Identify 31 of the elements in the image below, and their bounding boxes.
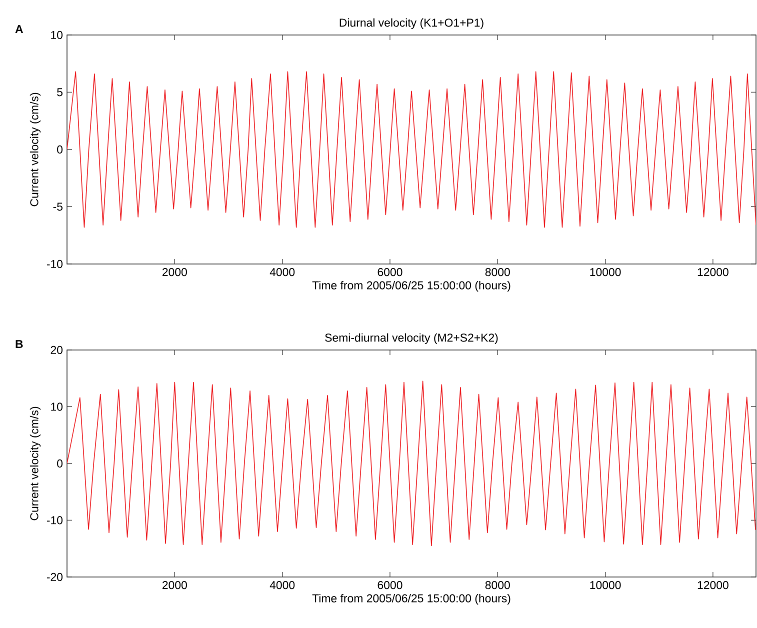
- x-tick-label: 6000: [378, 268, 402, 276]
- x-tick-label: 12000: [698, 268, 728, 276]
- x-axis-title: Time from 2005/06/25 15:00:00 (hours): [312, 594, 510, 605]
- x-tick-label: 2000: [162, 581, 187, 590]
- y-tick-label: -10: [46, 260, 63, 268]
- y-tick-label: -10: [46, 516, 63, 524]
- x-tick-label: 6000: [378, 581, 402, 590]
- x-axis-title: Time from 2005/06/25 15:00:00 (hours): [312, 280, 510, 292]
- x-tick-label: 4000: [270, 268, 295, 276]
- y-tick-label: 0: [57, 145, 63, 154]
- x-tick-label: 10000: [590, 268, 621, 276]
- y-tick-label: 10: [51, 30, 63, 40]
- y-tick-label: 20: [50, 346, 63, 354]
- y-axis-title: Current velocity (cm/s): [30, 92, 41, 206]
- x-tick-label: 4000: [270, 581, 295, 590]
- x-tick-label: 8000: [485, 268, 510, 276]
- y-tick-label: 0: [57, 459, 63, 468]
- chart-title: Diurnal velocity (K1+O1+P1): [340, 18, 484, 29]
- x-tick-label: 12000: [698, 581, 728, 590]
- y-axis-title: Current velocity (cm/s): [30, 406, 41, 520]
- y-tick-label: 5: [57, 88, 63, 96]
- y-tick-label: -20: [46, 572, 63, 582]
- text: A: [15, 25, 23, 33]
- text: B: [16, 340, 23, 348]
- x-tick-label: 8000: [485, 581, 510, 590]
- chart-title: Semi-diurnal velocity (M2+S2+K2): [325, 333, 498, 344]
- y-tick-label: -5: [53, 202, 63, 211]
- x-tick-label: 2000: [162, 268, 187, 276]
- line-series: [67, 71, 756, 228]
- x-tick-label: 10000: [590, 581, 621, 590]
- y-tick-label: 10: [51, 402, 63, 411]
